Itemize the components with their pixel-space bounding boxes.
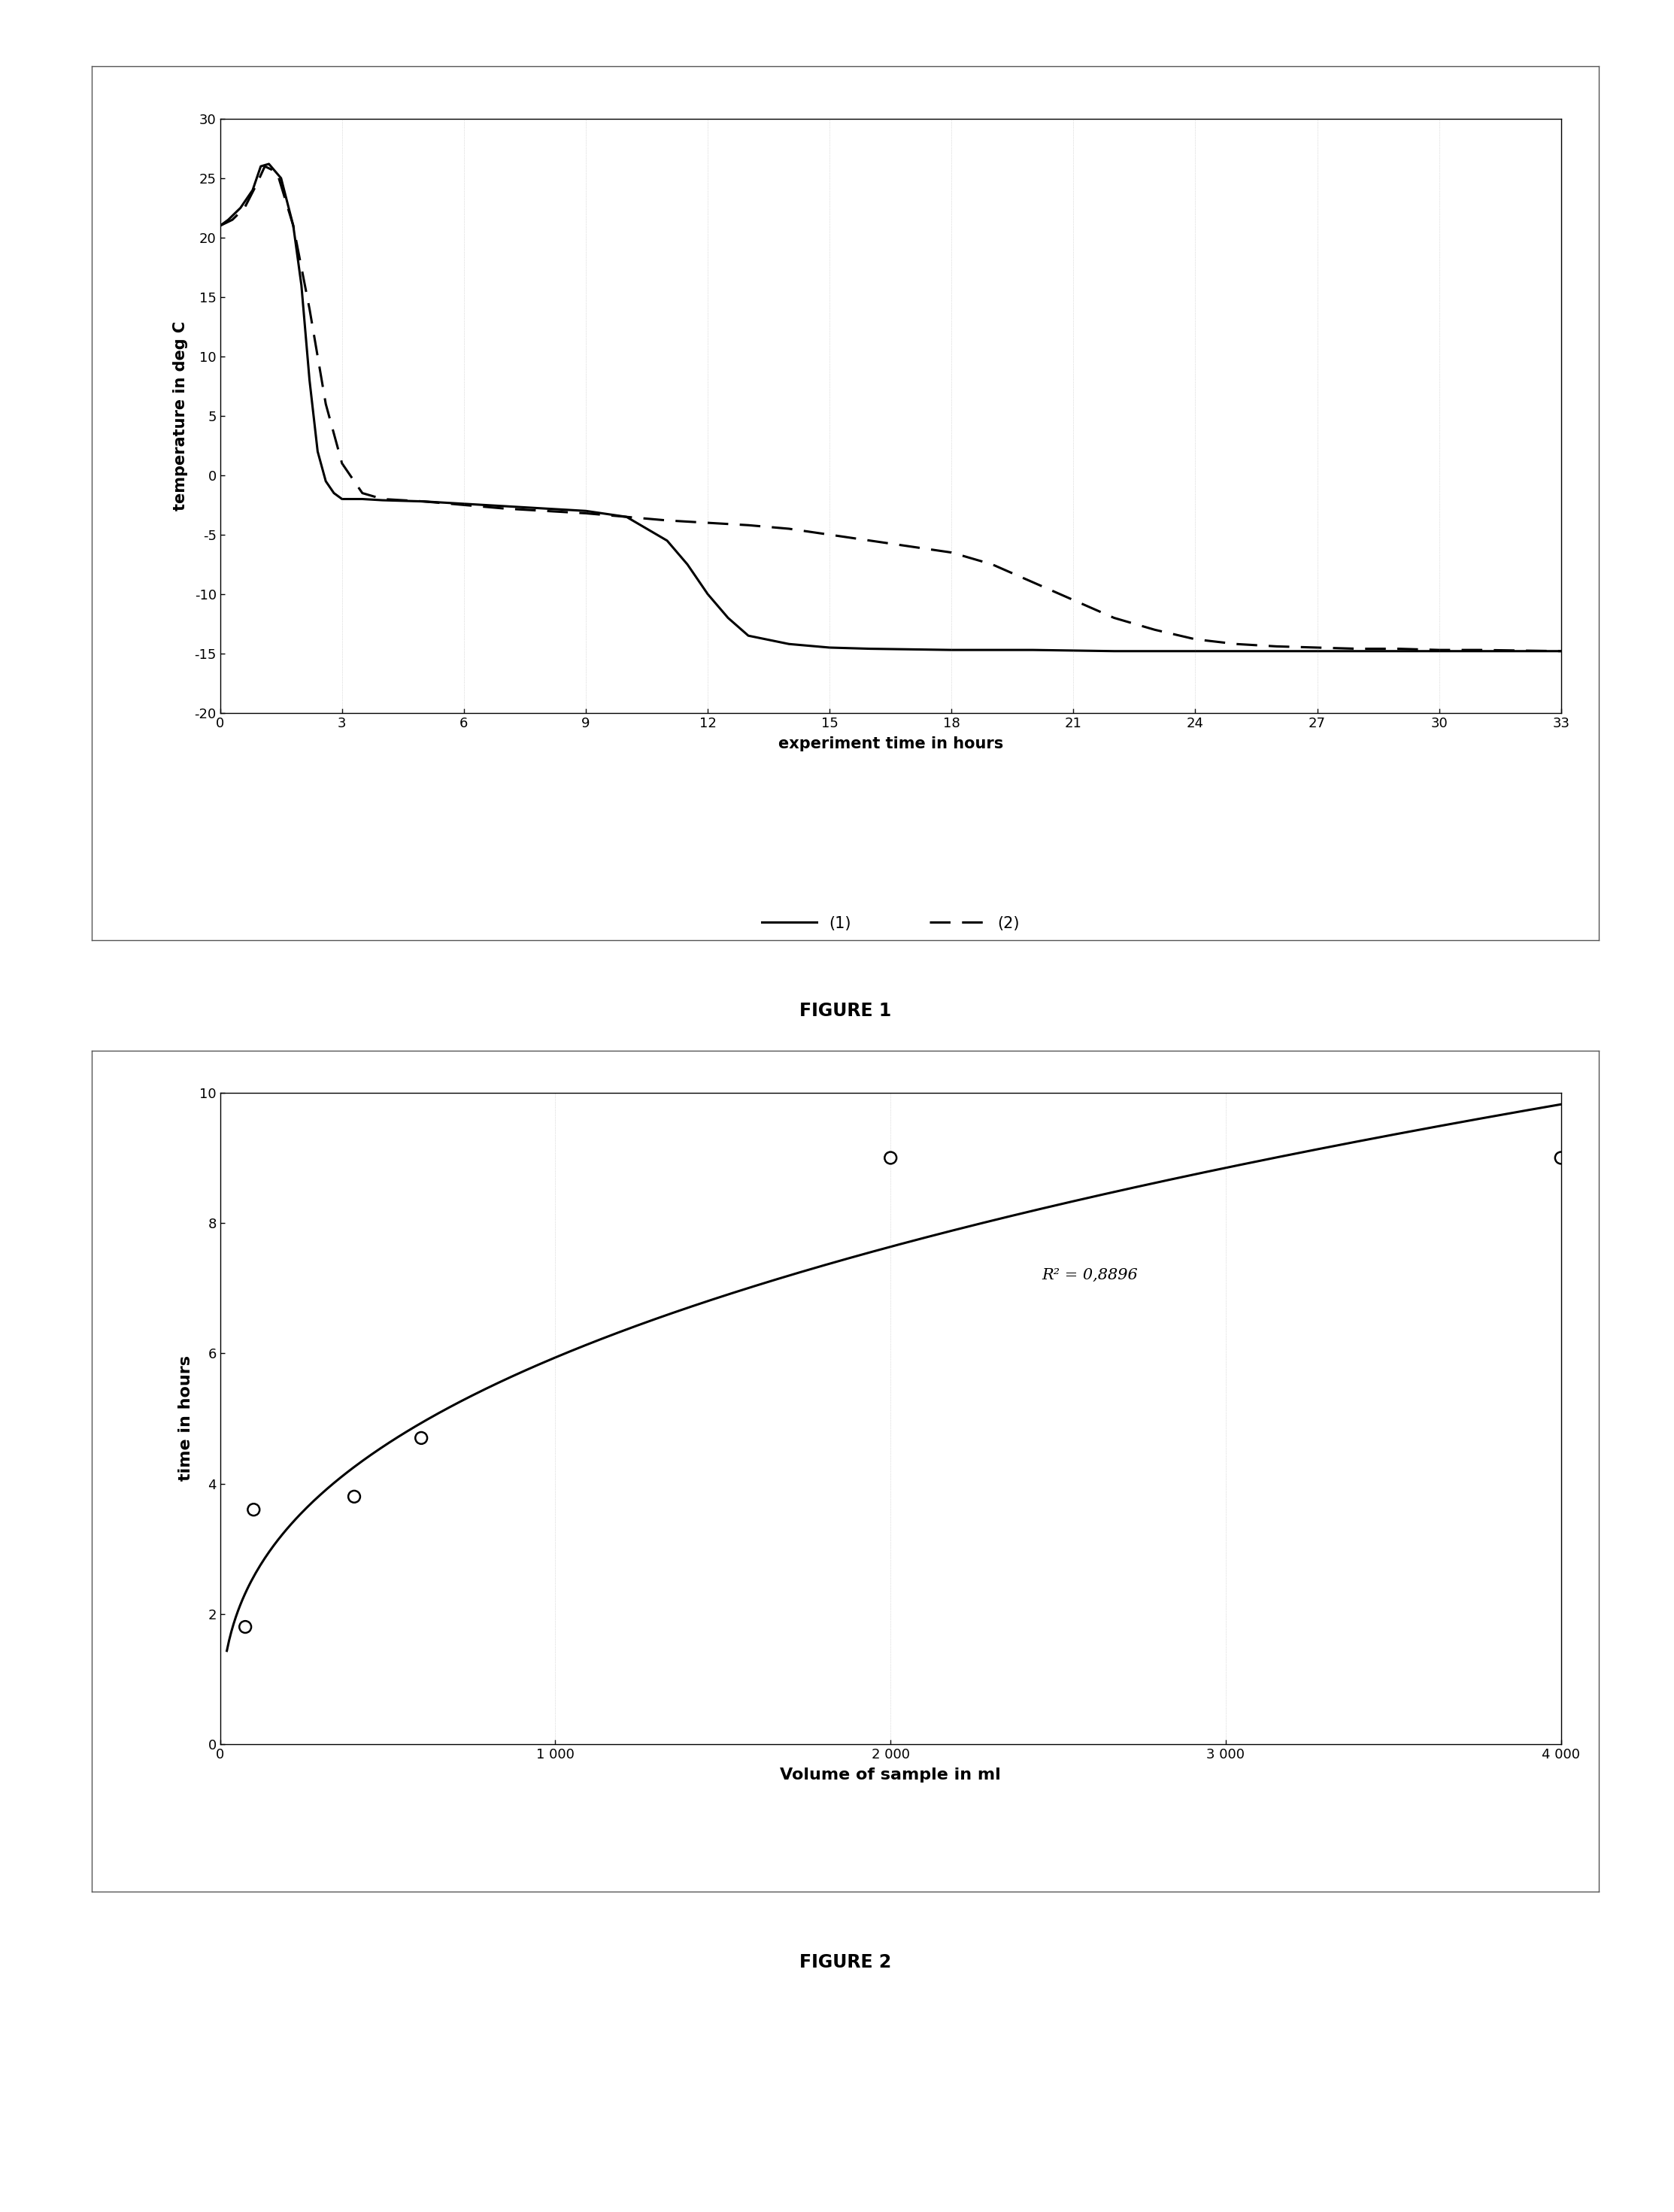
Y-axis label: time in hours: time in hours	[177, 1356, 193, 1482]
Y-axis label: temperature in deg C: temperature in deg C	[172, 321, 187, 511]
X-axis label: Volume of sample in ml: Volume of sample in ml	[780, 1767, 1001, 1783]
Legend: (1), (2): (1), (2)	[762, 916, 1019, 931]
Point	[341, 1480, 368, 1515]
Text: FIGURE 1: FIGURE 1	[800, 1002, 891, 1020]
Point	[877, 1139, 904, 1175]
Text: FIGURE 2: FIGURE 2	[800, 1953, 891, 1971]
Point	[408, 1420, 435, 1455]
Point	[241, 1491, 268, 1526]
Point	[1548, 1139, 1575, 1175]
Point	[233, 1608, 259, 1644]
Text: R² = 0,8896: R² = 0,8896	[1041, 1267, 1138, 1283]
X-axis label: experiment time in hours: experiment time in hours	[778, 737, 1003, 752]
